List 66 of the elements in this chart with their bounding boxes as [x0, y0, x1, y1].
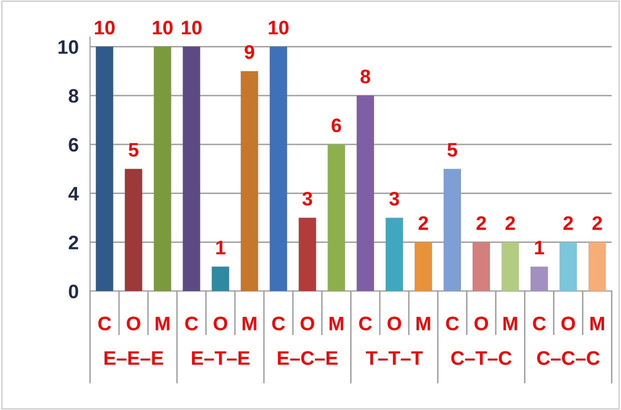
- y-tick-label: 10: [58, 40, 78, 54]
- x-tick-label: M: [156, 316, 170, 330]
- bar: [124, 168, 142, 292]
- x-tick-label: C: [446, 316, 459, 330]
- data-label: 3: [389, 192, 400, 206]
- data-label: 2: [592, 216, 602, 230]
- bar: [502, 242, 519, 292]
- text: E–E–E: [104, 351, 164, 365]
- data-label: 10: [94, 20, 115, 34]
- y-tick-label: 6: [68, 138, 78, 152]
- data-label: 2: [418, 216, 428, 230]
- bar: [560, 242, 577, 292]
- y-tick-label: 8: [68, 89, 78, 103]
- bar: [240, 71, 258, 292]
- bar: [588, 242, 606, 292]
- text: C–T–C: [451, 351, 512, 365]
- data-label: 10: [152, 20, 173, 34]
- data-label: 5: [128, 143, 138, 157]
- x-tick-label: C: [98, 316, 112, 330]
- data-label: 8: [360, 70, 370, 84]
- bar: [530, 266, 548, 292]
- x-tick-label: C: [533, 316, 546, 330]
- data-label: 5: [447, 143, 458, 157]
- data-label: 1: [535, 240, 544, 254]
- x-tick-label: O: [561, 316, 575, 330]
- y-tick-label: 2: [68, 236, 78, 250]
- x-tick-label: O: [300, 316, 314, 330]
- x-tick-label: M: [330, 316, 344, 330]
- data-label: 3: [302, 192, 312, 206]
- x-tick-label: O: [474, 316, 488, 330]
- bar: [356, 96, 374, 292]
- y-tick-label: 0: [68, 284, 78, 298]
- y-tick-label: 4: [68, 187, 79, 200]
- x-tick-label: O: [214, 316, 228, 330]
- data-label: 2: [563, 216, 573, 230]
- bar: [386, 218, 404, 292]
- x-tick-label: C: [359, 316, 372, 330]
- x-tick-label: M: [503, 316, 518, 330]
- x-tick-label: O: [126, 316, 140, 330]
- data-label: 10: [182, 20, 202, 34]
- bar: [96, 46, 114, 292]
- data-label: 1: [216, 240, 226, 254]
- bar: [270, 46, 288, 292]
- text: E–T–E: [192, 351, 250, 365]
- bar: [328, 144, 346, 292]
- bar: [472, 242, 490, 292]
- x-tick-label: O: [388, 316, 402, 330]
- data-label: 10: [268, 20, 288, 34]
- bar: [212, 266, 230, 292]
- text: C–C–C: [537, 351, 600, 365]
- x-tick-label: M: [242, 316, 256, 330]
- data-label: 2: [476, 216, 486, 230]
- text: E–C–E: [278, 351, 338, 365]
- bar: [182, 46, 200, 292]
- x-tick-label: C: [185, 316, 198, 330]
- x-tick-label: M: [590, 316, 604, 330]
- data-label: 6: [332, 118, 342, 132]
- text: T–T–T: [366, 351, 423, 365]
- bar: [444, 168, 461, 292]
- x-tick-label: M: [416, 316, 430, 330]
- bar: [298, 218, 316, 292]
- bar: [154, 46, 172, 292]
- x-tick-label: C: [272, 316, 285, 330]
- data-label: 2: [506, 216, 515, 230]
- bar: [414, 242, 432, 292]
- data-label: 9: [244, 45, 254, 59]
